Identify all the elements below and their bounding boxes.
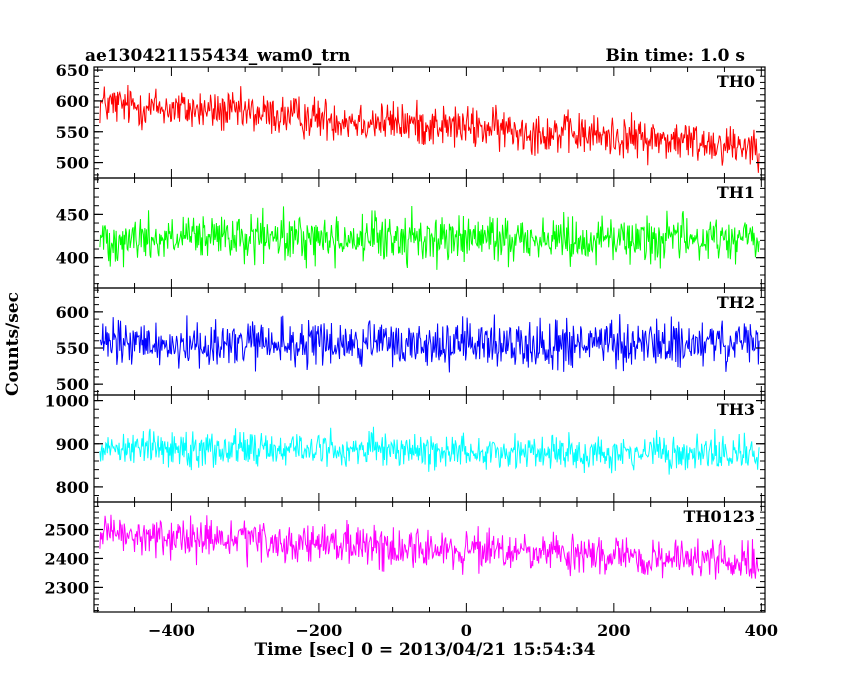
y-tick-label: 500 bbox=[56, 375, 89, 394]
series-line-th2 bbox=[99, 314, 760, 373]
y-tick-label: 800 bbox=[56, 478, 89, 497]
bin-time-label: Bin time: 1.0 s bbox=[606, 46, 745, 66]
series-label-th3: TH3 bbox=[717, 400, 755, 419]
plot-title: ae130421155434_wam0_trn bbox=[85, 46, 350, 66]
series-line-th3 bbox=[99, 426, 760, 475]
panel-th2: 500 550 600 TH2 bbox=[56, 287, 766, 396]
y-tick-label: 650 bbox=[56, 61, 89, 80]
panel-th0: 500 550 600 650 TH0 bbox=[56, 61, 766, 179]
series-line-th1 bbox=[99, 206, 760, 270]
x-tick-label: 0 bbox=[461, 621, 472, 640]
y-tick-label: 1000 bbox=[44, 392, 89, 411]
y-tick-label: 550 bbox=[56, 339, 89, 358]
x-axis-label: Time [sec] 0 = 2013/04/21 15:54:34 bbox=[255, 640, 596, 660]
y-tick-label: 400 bbox=[56, 249, 89, 268]
series-label-th2: TH2 bbox=[717, 293, 755, 312]
series-line-th0123 bbox=[99, 514, 760, 580]
panel-th1: 400 450 TH1 bbox=[56, 177, 766, 289]
y-tick-label: 2500 bbox=[44, 521, 89, 540]
series-label-th0123: TH0123 bbox=[683, 507, 755, 526]
y-tick-label: 2400 bbox=[44, 549, 89, 568]
panel-frame bbox=[93, 66, 766, 179]
x-tick-label: −400 bbox=[148, 621, 195, 640]
x-tick-label: 200 bbox=[597, 621, 630, 640]
plot-panels: 500 550 600 650 TH0 400 450 TH1 500 550 600 TH2 800 9… bbox=[44, 61, 778, 640]
series-label-th0: TH0 bbox=[717, 72, 755, 91]
y-tick-label: 900 bbox=[56, 435, 89, 454]
x-tick-label: 400 bbox=[745, 621, 778, 640]
y-tick-label: 550 bbox=[56, 123, 89, 142]
y-tick-label: 600 bbox=[56, 92, 89, 111]
y-axis-label: Counts/sec bbox=[3, 292, 23, 396]
y-tick-label: 450 bbox=[56, 205, 89, 224]
series-label-th1: TH1 bbox=[717, 183, 755, 202]
panel-th0123: 2300 2400 2500 TH0123 bbox=[44, 501, 766, 613]
panel-frame bbox=[93, 501, 766, 613]
y-tick-label: 600 bbox=[56, 303, 89, 322]
x-tick-label: −200 bbox=[295, 621, 342, 640]
y-tick-label: 500 bbox=[56, 154, 89, 173]
panel-th3: 800 900 1000 TH3 bbox=[44, 392, 766, 503]
series-line-th0 bbox=[99, 84, 760, 173]
y-tick-label: 2300 bbox=[44, 578, 89, 597]
